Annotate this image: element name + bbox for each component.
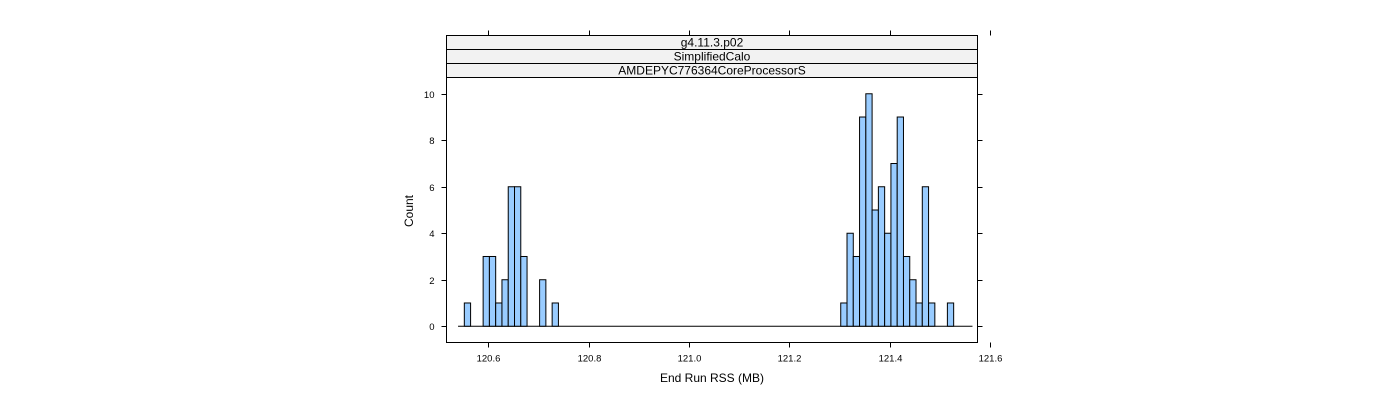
histogram-bar — [859, 116, 867, 327]
histogram-bar — [539, 279, 547, 327]
histogram-bar — [488, 255, 497, 327]
strip-label: SimplifiedCalo — [674, 50, 751, 64]
y-tick-label: 8 — [429, 136, 434, 147]
histogram-bar — [514, 186, 522, 327]
histogram-bar — [846, 232, 854, 327]
histogram-bars — [458, 93, 973, 327]
strip-label: AMDEPYC776364CoreProcessorS — [618, 64, 805, 78]
histogram-bar — [840, 302, 848, 327]
histogram-bar — [890, 163, 898, 327]
strip-label: g4.11.3.p02 — [681, 36, 744, 50]
plot-panel-border — [446, 77, 978, 343]
histogram-bar — [865, 93, 873, 327]
x-tick-label: 121.6 — [979, 354, 1003, 365]
x-tick-label: 121.4 — [879, 354, 903, 365]
y-tick-label: 10 — [424, 90, 435, 101]
y-tick-label: 6 — [429, 183, 434, 194]
histogram-bar — [482, 255, 490, 327]
histogram-bar — [495, 302, 503, 327]
x-tick-label: 120.8 — [578, 354, 602, 365]
histogram-bar — [852, 255, 861, 327]
histogram-bar — [501, 279, 509, 327]
x-tick-label: 120.6 — [477, 354, 501, 365]
y-tick-label: 2 — [429, 276, 434, 287]
histogram-bar — [915, 302, 923, 327]
histogram-bar — [463, 302, 472, 327]
histogram-bar — [909, 279, 917, 327]
histogram-bar — [877, 186, 886, 327]
histogram-bar — [921, 186, 930, 327]
histogram-bar — [946, 302, 955, 327]
histogram-bar — [884, 232, 892, 327]
histogram-bar — [507, 186, 516, 327]
y-tick-label: 0 — [429, 322, 434, 333]
histogram-bar — [871, 209, 879, 327]
histogram-bar — [896, 116, 904, 327]
histogram-bar — [551, 302, 559, 327]
strip-panel: g4.11.3.p02SimplifiedCaloAMDEPYC776364Co… — [446, 35, 978, 78]
y-tick-label: 4 — [429, 229, 434, 240]
x-tick-label: 121.2 — [778, 354, 802, 365]
histogram-bar — [520, 255, 528, 327]
histogram-bar — [902, 255, 911, 327]
axes: 120.6 120.8 121.0 121.2 121.4 121.6 0 2 4 6 8 10 — [424, 30, 1003, 365]
x-axis-label: End Run RSS (MB) — [660, 371, 764, 385]
x-tick-label: 121.0 — [678, 354, 702, 365]
y-axis-label: Count — [402, 194, 416, 227]
histogram-bar — [928, 302, 936, 327]
